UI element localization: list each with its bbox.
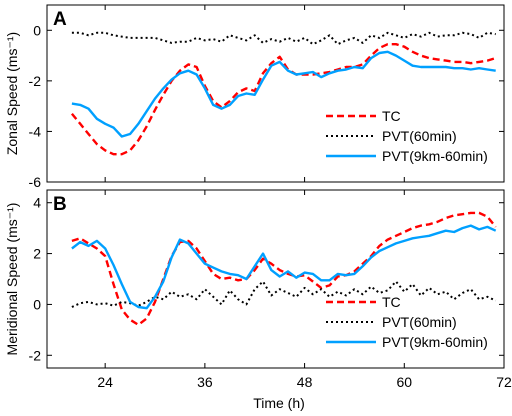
panel-label: A <box>53 9 67 30</box>
panel-zonal-speed: -6 -4 -2 0 Zonal Speed (ms⁻¹) A TC PVT(60min) PV… <box>4 4 505 190</box>
x-axis-title: Time (h) <box>253 395 305 411</box>
plot-frame <box>46 4 505 183</box>
series-line-0 <box>71 211 497 326</box>
y-axis-title: Zonal Speed (ms⁻¹) <box>4 32 20 155</box>
legend-label-2: PVT(9km-60min) <box>382 148 488 164</box>
y-tick-label: -2 <box>29 73 42 89</box>
series-line-1 <box>71 280 497 308</box>
y-axis-title: Meridional Speed (ms⁻¹) <box>4 203 20 356</box>
x-tick-label: 24 <box>97 374 113 390</box>
legend-label-2: PVT(9km-60min) <box>382 334 488 350</box>
x-tick-label: 36 <box>197 374 213 390</box>
plot-frame <box>46 189 505 369</box>
x-tick-label: 72 <box>496 374 512 390</box>
y-tick-label: 0 <box>33 296 41 312</box>
legend-label-0: TC <box>382 108 401 124</box>
legend-label-0: TC <box>382 294 401 310</box>
panel-label: B <box>53 194 67 215</box>
legend-label-1: PVT(60min) <box>382 128 457 144</box>
y-tick-label: -4 <box>29 123 42 139</box>
x-tick-label: 48 <box>297 374 313 390</box>
series-line-0 <box>70 43 497 156</box>
y-tick-label: -6 <box>29 174 42 190</box>
y-tick-label: -2 <box>29 347 42 363</box>
series-line-2 <box>71 224 497 310</box>
y-tick-label: 4 <box>33 195 41 211</box>
y-tick-label: 0 <box>33 22 41 38</box>
y-tick-label: 2 <box>33 246 41 262</box>
series-line-1 <box>71 31 496 46</box>
legend-label-1: PVT(60min) <box>382 314 457 330</box>
series-line-2 <box>71 50 496 138</box>
x-tick-label: 60 <box>397 374 413 390</box>
